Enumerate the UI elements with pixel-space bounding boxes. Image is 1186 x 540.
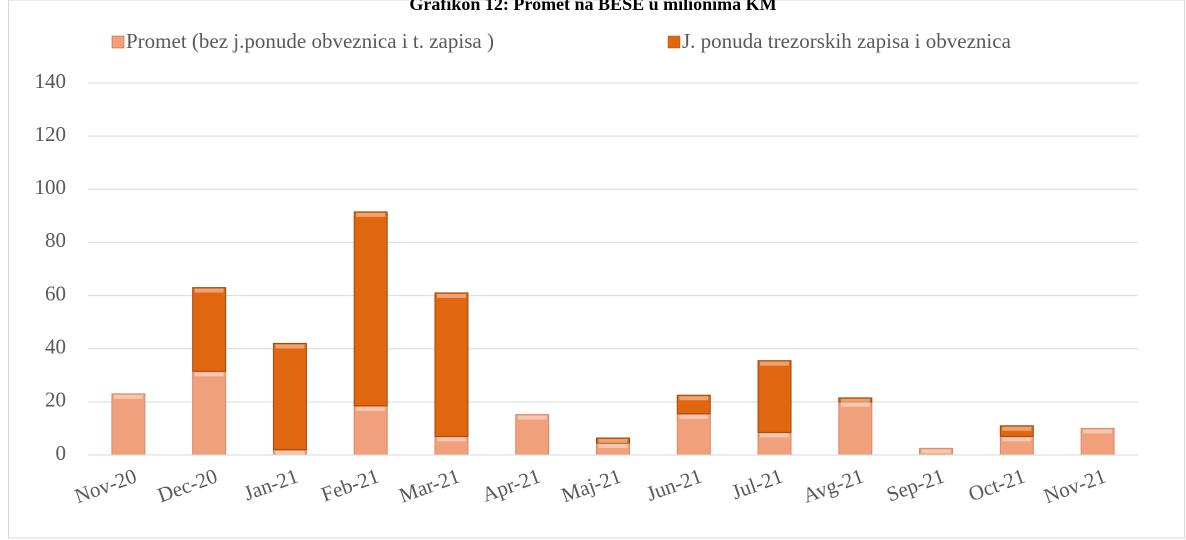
bar-highlight	[921, 449, 951, 454]
y-tick-label: 0	[56, 441, 67, 465]
bar-segment	[1080, 427, 1115, 456]
bar-highlight	[840, 398, 870, 403]
bar-segment	[111, 393, 146, 456]
legend-swatch	[667, 35, 681, 49]
bar-highlight	[356, 212, 386, 217]
bar-highlight	[194, 372, 224, 377]
x-tick-label: Sep-21	[883, 464, 947, 507]
bar-segment	[838, 401, 873, 456]
y-tick-label: 20	[45, 388, 66, 412]
x-tick-label: Maj-21	[558, 464, 624, 508]
bar-highlight	[517, 415, 547, 420]
legend-label: J. ponuda trezorskih zapisa i obveznica	[682, 29, 1012, 53]
bar-highlight	[436, 293, 466, 298]
bar-segment	[676, 394, 711, 415]
bar-highlight	[1083, 429, 1113, 434]
x-tick-label: Jun-21	[643, 464, 705, 506]
legend-label: Promet (bez j.ponude obveznica i t. zapi…	[126, 29, 494, 53]
bar-segment	[353, 405, 388, 456]
bar-segment	[596, 437, 630, 444]
legend-swatch	[111, 35, 125, 49]
bar-segment	[434, 292, 469, 437]
y-tick-label: 140	[35, 69, 67, 93]
x-tick-label: Dec-20	[154, 464, 220, 508]
x-tick-label: Avg-21	[800, 464, 867, 508]
x-tick-label: Nov-21	[1040, 464, 1109, 509]
x-tick-label: Jan-21	[240, 464, 301, 506]
bar-segment	[676, 413, 711, 456]
x-tick-label: Jul-21	[728, 464, 786, 505]
bar-segment	[192, 287, 227, 372]
chart-frame	[8, 0, 1185, 539]
bar-highlight	[679, 414, 709, 419]
chart-title: Grafikon 12: Promet na BESE u milionima …	[409, 0, 776, 14]
bar-segment	[838, 397, 873, 403]
bar-highlight	[275, 450, 305, 455]
bar-highlight	[598, 438, 628, 443]
bar-highlight	[194, 288, 224, 293]
bar-highlight	[760, 361, 790, 366]
bar-highlight	[840, 402, 870, 407]
bar-segment	[353, 211, 388, 407]
bar-highlight	[598, 444, 628, 449]
bar-segment	[272, 342, 307, 451]
bar-highlight	[1002, 437, 1032, 442]
bar-highlight	[113, 394, 143, 399]
bar-highlight	[1002, 426, 1032, 431]
x-tick-label: Nov-20	[71, 464, 140, 509]
bar-highlight	[356, 406, 386, 411]
x-tick-label: Mar-21	[396, 464, 463, 508]
bar-highlight	[760, 433, 790, 438]
x-tick-label: Oct-21	[965, 464, 1028, 507]
bar-highlight	[679, 396, 709, 401]
x-tick-label: Apr-21	[479, 464, 544, 507]
y-tick-label: 120	[35, 122, 67, 146]
bar-highlight	[436, 437, 466, 442]
bar-segment	[192, 370, 227, 456]
y-tick-label: 80	[45, 228, 66, 252]
x-tick-label: Feb-21	[318, 464, 382, 507]
y-tick-label: 100	[35, 175, 67, 199]
y-tick-label: 40	[45, 335, 66, 359]
bar-segment	[515, 414, 550, 456]
bar-segment	[999, 425, 1034, 437]
bar-highlight	[275, 344, 305, 349]
y-tick-label: 60	[45, 281, 66, 305]
bar-segment	[757, 360, 792, 433]
